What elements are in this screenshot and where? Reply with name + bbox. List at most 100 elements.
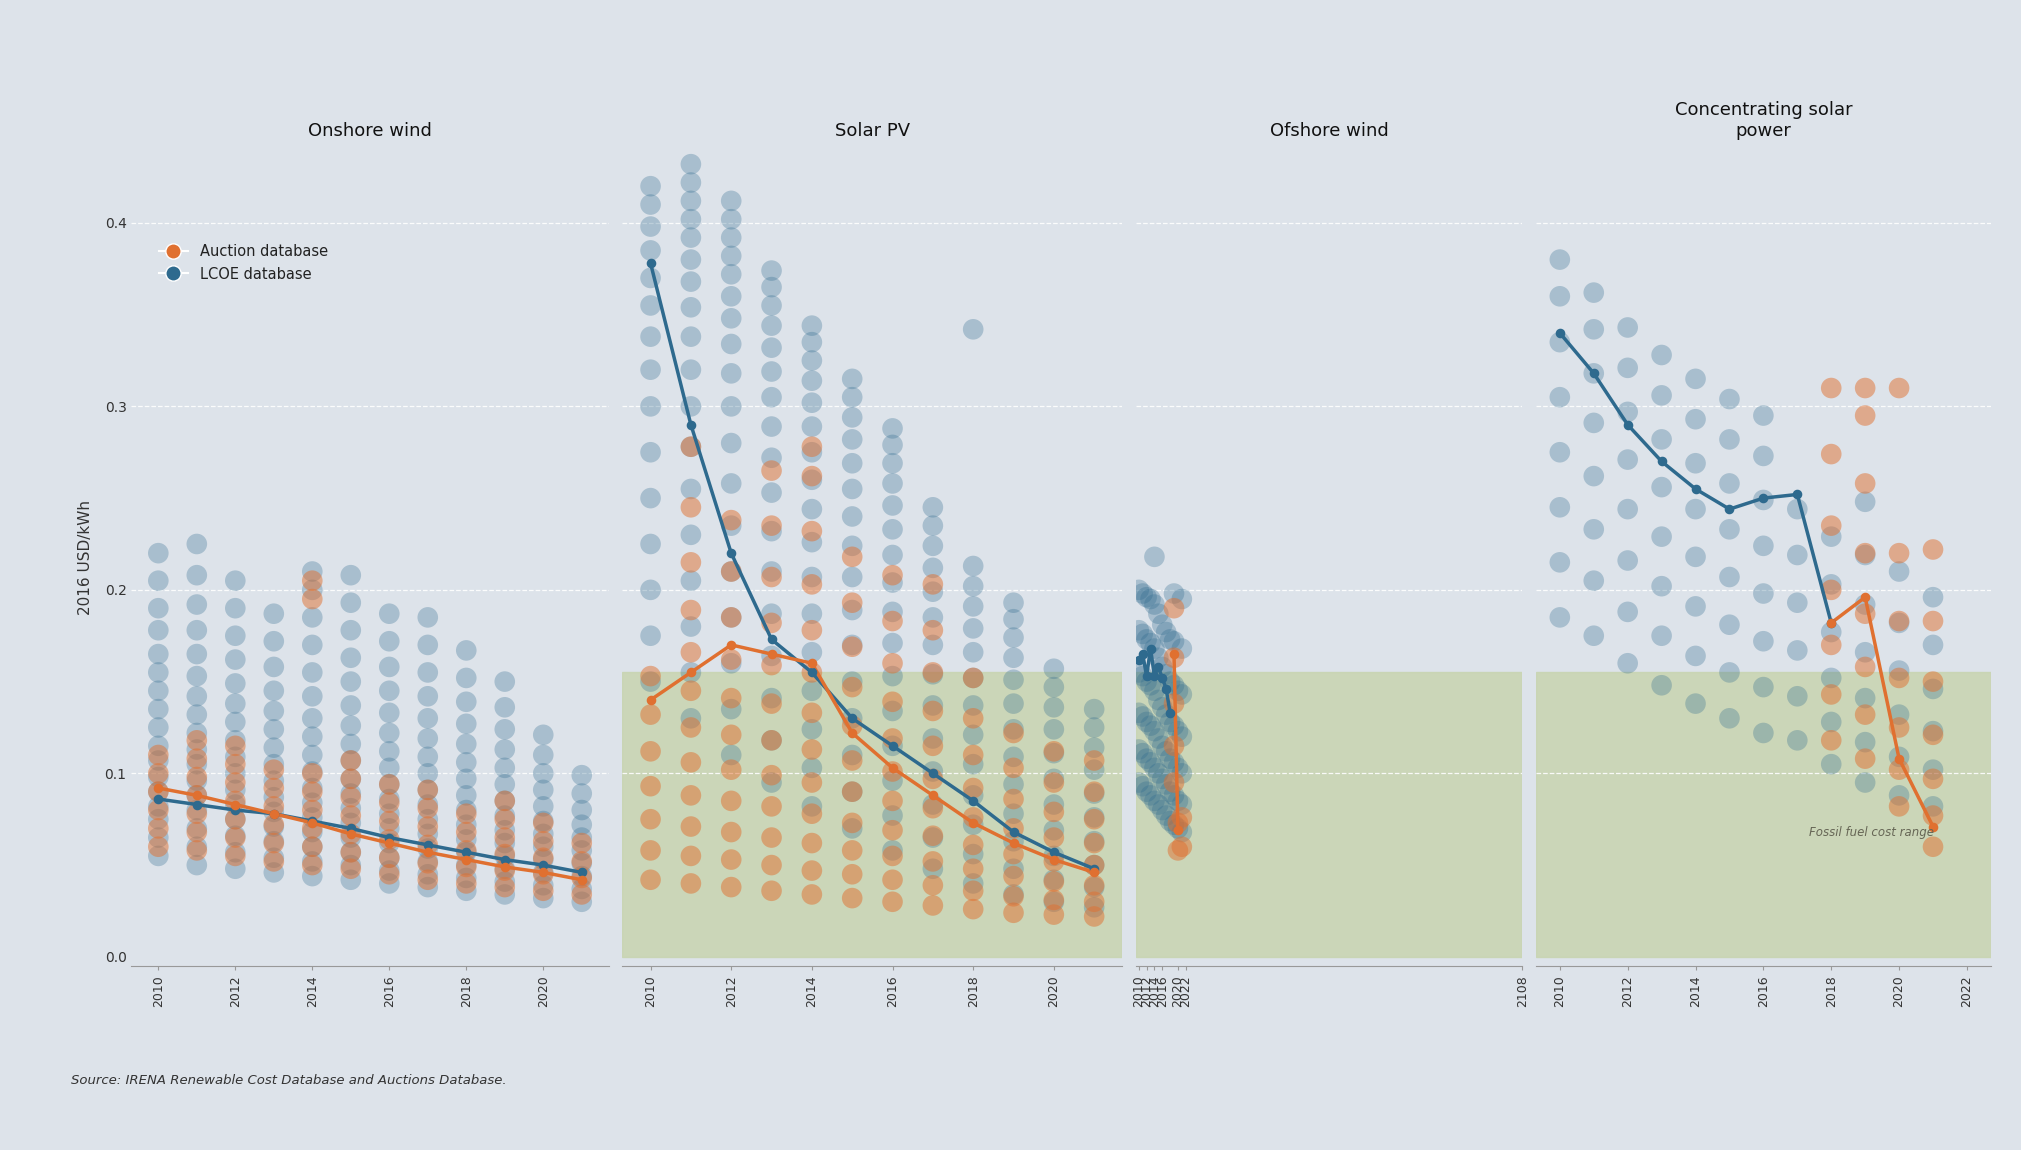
Point xyxy=(996,886,1029,904)
Point xyxy=(297,746,329,765)
Point xyxy=(918,827,950,845)
Point xyxy=(837,782,869,800)
Point xyxy=(635,667,667,685)
Point xyxy=(756,562,788,581)
Point xyxy=(877,474,909,492)
Point xyxy=(566,834,598,852)
Point xyxy=(1916,837,1948,856)
Point xyxy=(1815,685,1847,704)
Point xyxy=(1748,537,1781,555)
Point xyxy=(675,498,707,516)
Point xyxy=(1077,751,1110,769)
Point xyxy=(918,896,950,914)
Point xyxy=(1134,753,1166,772)
Point xyxy=(1611,551,1643,569)
Point xyxy=(1138,722,1170,741)
Point xyxy=(374,819,406,837)
Point xyxy=(257,815,289,834)
Point xyxy=(715,700,748,719)
Point xyxy=(918,702,950,720)
Point xyxy=(297,823,329,842)
Legend: Auction database, LCOE database: Auction database, LCOE database xyxy=(154,238,333,288)
Point xyxy=(715,335,748,353)
Point xyxy=(715,726,748,744)
Point xyxy=(958,726,990,744)
Point xyxy=(796,437,829,455)
Point xyxy=(877,574,909,592)
Point xyxy=(141,800,174,819)
Point xyxy=(218,731,251,750)
Point xyxy=(675,643,707,661)
Point xyxy=(796,470,829,489)
Point xyxy=(335,825,368,843)
Point xyxy=(715,850,748,868)
Point xyxy=(451,815,483,834)
Point xyxy=(837,637,869,655)
Point xyxy=(675,210,707,229)
Point xyxy=(335,806,368,825)
Point xyxy=(1815,731,1847,750)
Point xyxy=(1815,754,1847,773)
Point xyxy=(1578,320,1611,338)
Point xyxy=(918,608,950,627)
Point xyxy=(1154,713,1186,731)
Point xyxy=(918,787,950,805)
Point xyxy=(996,610,1029,628)
Point xyxy=(796,773,829,791)
Point xyxy=(1166,796,1198,814)
Point xyxy=(958,669,990,688)
Point xyxy=(1077,876,1110,895)
Point xyxy=(877,759,909,777)
Point xyxy=(374,849,406,867)
Point xyxy=(1037,742,1069,760)
Point xyxy=(489,850,521,868)
Point xyxy=(335,566,368,584)
Point xyxy=(1158,676,1190,695)
Title: Ofshore wind: Ofshore wind xyxy=(1269,122,1388,139)
Point xyxy=(1916,612,1948,630)
Point xyxy=(1916,769,1948,788)
Point xyxy=(796,575,829,593)
Point xyxy=(918,621,950,639)
Point xyxy=(918,729,950,748)
Point xyxy=(877,454,909,473)
Point xyxy=(1578,365,1611,383)
Point xyxy=(297,819,329,837)
Point xyxy=(451,868,483,887)
Point xyxy=(635,705,667,723)
Point xyxy=(1154,812,1186,830)
Point xyxy=(297,852,329,871)
Point xyxy=(1884,760,1916,779)
Point xyxy=(180,787,212,805)
Point xyxy=(877,841,909,859)
Point xyxy=(715,229,748,247)
Point xyxy=(756,516,788,535)
Point xyxy=(566,841,598,859)
Point xyxy=(451,692,483,711)
Point xyxy=(1154,750,1186,768)
Point xyxy=(527,864,560,882)
Point xyxy=(141,544,174,562)
Point xyxy=(1815,669,1847,688)
Point xyxy=(335,859,368,877)
Point xyxy=(489,834,521,852)
Point xyxy=(374,704,406,722)
Point xyxy=(796,467,829,485)
Point xyxy=(1138,759,1170,777)
Point xyxy=(218,599,251,618)
Point xyxy=(635,489,667,507)
Point xyxy=(1611,451,1643,469)
Point xyxy=(635,810,667,828)
Point xyxy=(566,815,598,834)
Point xyxy=(1544,443,1576,461)
Point xyxy=(837,636,869,654)
Point xyxy=(180,596,212,614)
Point xyxy=(877,846,909,865)
Point xyxy=(1142,691,1174,710)
Point xyxy=(451,830,483,849)
Point xyxy=(675,753,707,772)
Point xyxy=(257,788,289,806)
Point xyxy=(796,805,829,823)
Point xyxy=(1849,544,1882,562)
Point xyxy=(1037,873,1069,891)
